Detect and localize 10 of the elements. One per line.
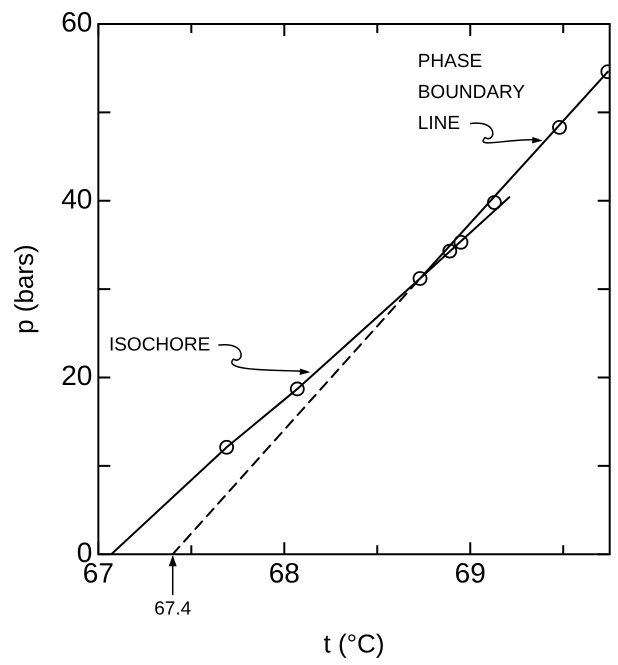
y-tick-label: 60: [61, 6, 92, 38]
y-tick-label: 40: [61, 183, 92, 214]
y-axis-title: p (bars): [8, 244, 39, 334]
x-tick-label: 69: [454, 558, 486, 589]
x-tick-label: 68: [268, 558, 300, 589]
x-axis-title: t (°C): [324, 628, 384, 659]
annotation: ISOCHORE: [108, 334, 210, 356]
annotation: PHASE BOUNDARY LINE: [418, 50, 526, 134]
y-tick-label: 20: [61, 360, 92, 392]
annotation: 67.4: [154, 598, 192, 620]
